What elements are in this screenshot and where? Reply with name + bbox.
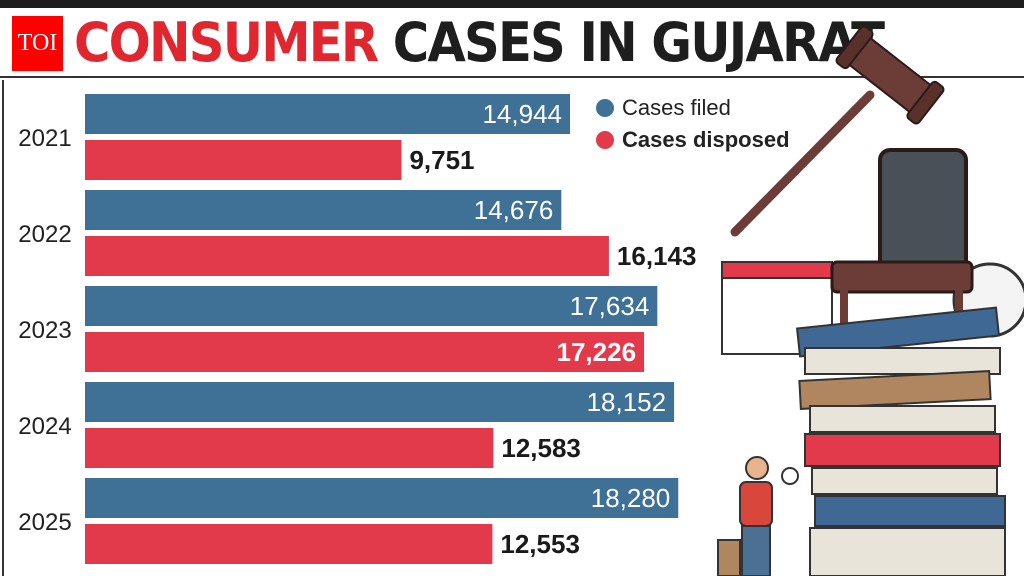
value-label-disposed: 12,583 (501, 433, 581, 463)
year-label: 2022 (18, 221, 71, 248)
bar-disposed (85, 428, 494, 468)
legend-item-filed: Cases filed (596, 92, 790, 124)
legend-label-disposed: Cases disposed (622, 127, 790, 152)
bar-filed (85, 190, 562, 230)
legend-dot-filed (596, 99, 614, 117)
value-label-disposed: 17,226 (557, 337, 637, 367)
person-icon (717, 456, 799, 576)
bar-filed (85, 286, 658, 326)
year-label: 2024 (18, 413, 71, 440)
value-label-disposed: 16,143 (617, 241, 697, 271)
value-label-filed: 18,152 (587, 387, 667, 417)
title-black-part: CASES IN GUJARAT (392, 11, 885, 74)
legend: Cases filed Cases disposed (596, 92, 790, 156)
illustration (717, 25, 1024, 576)
legend-label-filed: Cases filed (622, 95, 731, 120)
bar-filed (85, 478, 679, 518)
title-red-part: CONSUMER (74, 11, 379, 74)
bar-disposed (85, 332, 645, 372)
value-label-filed: 14,676 (474, 195, 554, 225)
bar-disposed (85, 236, 609, 276)
bar-disposed (85, 140, 402, 180)
chair-icon (830, 148, 974, 330)
value-label-filed: 17,634 (570, 291, 650, 321)
legend-item-disposed: Cases disposed (596, 124, 790, 156)
top-bar (0, 0, 1024, 8)
gavel-icon (730, 25, 945, 237)
page-title: CONSUMER CASES IN GUJARAT (74, 10, 885, 76)
toi-logo: TOI (12, 16, 63, 71)
title-rule (0, 76, 1024, 78)
chart-frame (2, 80, 1024, 576)
file-stack-icon (795, 306, 1006, 576)
value-label-filed: 18,280 (591, 483, 671, 513)
calendar-icon (721, 261, 833, 355)
year-label: 2021 (18, 125, 71, 152)
bar-filed (85, 94, 570, 134)
year-label: 2023 (18, 317, 71, 344)
bar-filed (85, 382, 675, 422)
value-label-disposed: 12,553 (500, 529, 580, 559)
legend-dot-disposed (596, 131, 614, 149)
value-label-disposed: 9,751 (409, 145, 474, 175)
value-label-filed: 14,944 (482, 99, 562, 129)
year-label: 2025 (18, 509, 71, 536)
bar-disposed (85, 524, 493, 564)
magnifier-icon (781, 467, 799, 485)
